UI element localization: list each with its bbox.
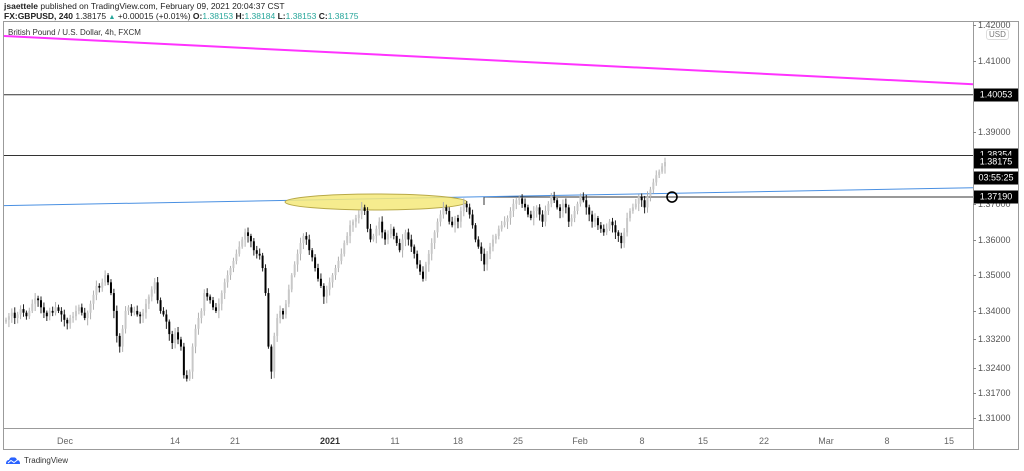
price-axis[interactable] [973,22,1020,450]
publish-info: jsaettele published on TradingView.com, … [4,1,285,11]
blue-trendline-line[interactable] [4,187,973,207]
time-tick: 8 [639,436,645,446]
time-tick: 15 [697,436,709,446]
price-level-tag: 1.40053 [974,88,1018,102]
low-value: 1.38153 [285,11,317,21]
chart-legend-title[interactable]: British Pound / U.S. Dollar, 4h, FXCM [8,28,141,37]
time-tick: 25 [512,436,524,446]
price-chart[interactable] [4,22,973,428]
time-tick: 21 [229,436,241,446]
time-tick: 8 [884,436,890,446]
price-tick: 1.32400 [973,363,1011,374]
tradingview-logo[interactable]: TradingView [5,456,68,465]
price-tick: 1.35000 [973,270,1011,281]
tradingview-cloud-icon [6,457,20,464]
low-label: L: [277,11,286,21]
bar-countdown-tag: 03:55:25 [974,171,1018,185]
symbol-label: FX:GBPUSD, 240 [4,11,73,21]
high-value: 1.38184 [244,11,276,21]
time-tick: 22 [758,436,770,446]
price-tick: 1.42000 [973,20,1011,31]
time-tick: 18 [452,436,464,446]
chart-frame [3,21,1019,450]
time-axis[interactable] [4,428,973,450]
currency-badge[interactable]: USD [986,29,1009,40]
up-arrow-icon: ▲ [108,14,116,21]
ohlc-header: FX:GBPUSD, 240 1.38175 ▲ +0.00015 (+0.01… [4,11,358,21]
time-tick: 14 [169,436,181,446]
time-tick: Dec [56,436,74,446]
last-price: 1.38175 [75,11,107,21]
magenta-resistance-line[interactable] [4,35,973,86]
open-label: O: [192,11,203,21]
highlight-ellipse[interactable] [284,193,468,211]
price-tick: 1.41000 [973,56,1011,66]
chart-plot-area[interactable] [4,22,973,428]
time-tick: Mar [818,436,834,446]
open-value: 1.38153 [202,11,234,21]
time-tick: Feb [572,436,588,446]
close-value: 1.38175 [327,11,359,21]
time-tick: 15 [943,436,955,446]
price-tick: 1.31700 [973,388,1011,398]
price-level-tag: 1.37190 [974,190,1018,204]
price-tick: 1.31000 [973,413,1011,423]
price-tick: 1.36000 [973,234,1011,245]
price-change: +0.00015 (+0.01%) [117,11,191,21]
time-tick: 2021 [319,436,341,446]
price-tick: 1.39000 [973,127,1011,138]
tradingview-brand: TradingView [24,456,69,465]
time-tick: 11 [390,436,400,446]
price-tick: 1.34000 [973,305,1011,316]
publisher-name[interactable]: jsaettele [4,1,39,11]
last-price-tag: 1.38175 [974,155,1018,169]
close-label: C: [318,11,328,21]
publish-text: published on TradingView.com, February 0… [40,1,285,11]
high-label: H: [235,11,245,21]
price-tick: 1.33200 [973,334,1011,345]
price-tick: 1.37000 [973,198,1011,209]
circle-marker[interactable] [666,191,678,203]
